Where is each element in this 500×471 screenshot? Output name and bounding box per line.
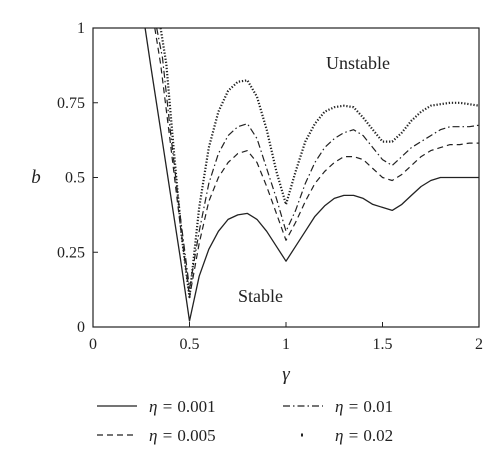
x-tick-label: 0.5 bbox=[180, 336, 200, 353]
series-line-dashed bbox=[154, 27, 479, 298]
legend-label: η = 0.02 bbox=[335, 426, 393, 445]
y-tick-label: 0.75 bbox=[57, 95, 85, 112]
series-layer bbox=[144, 27, 480, 322]
legend-prefix: η = bbox=[335, 397, 363, 416]
plot-frame bbox=[92, 27, 480, 328]
x-axis-label: γ bbox=[282, 364, 290, 385]
y-tick-label: 1 bbox=[77, 20, 85, 37]
legend-label: η = 0.005 bbox=[149, 426, 216, 445]
x-tick-label: 0 bbox=[89, 336, 97, 353]
legend-value: 0.001 bbox=[177, 397, 215, 416]
y-tick-label: 0.5 bbox=[65, 170, 85, 187]
legend-value: 0.01 bbox=[363, 397, 393, 416]
series-line-dashdot bbox=[156, 27, 480, 289]
legend-label: η = 0.01 bbox=[335, 397, 393, 416]
x-tick-label: 2 bbox=[475, 336, 483, 353]
tick-layer: 0 0.5 1 1.5 2 0 0.25 0.5 0.75 1 bbox=[57, 20, 483, 353]
y-tick-label: 0 bbox=[77, 319, 85, 336]
legend-value: 0.02 bbox=[363, 426, 393, 445]
legend-prefix: η = bbox=[149, 397, 177, 416]
x-tick-label: 1.5 bbox=[373, 336, 393, 353]
annotation-stable: Stable bbox=[238, 286, 283, 306]
y-tick-label: 0.25 bbox=[57, 244, 85, 261]
annotation-unstable: Unstable bbox=[326, 53, 390, 73]
series-line-solid bbox=[144, 27, 479, 322]
legend-prefix: η = bbox=[149, 426, 177, 445]
y-axis-label: b bbox=[31, 167, 41, 188]
legend-value: 0.005 bbox=[177, 426, 215, 445]
x-tick-label: 1 bbox=[282, 336, 290, 353]
series-line-dotted bbox=[159, 27, 480, 299]
legend-label: η = 0.001 bbox=[149, 397, 216, 416]
legend-prefix: η = bbox=[335, 426, 363, 445]
